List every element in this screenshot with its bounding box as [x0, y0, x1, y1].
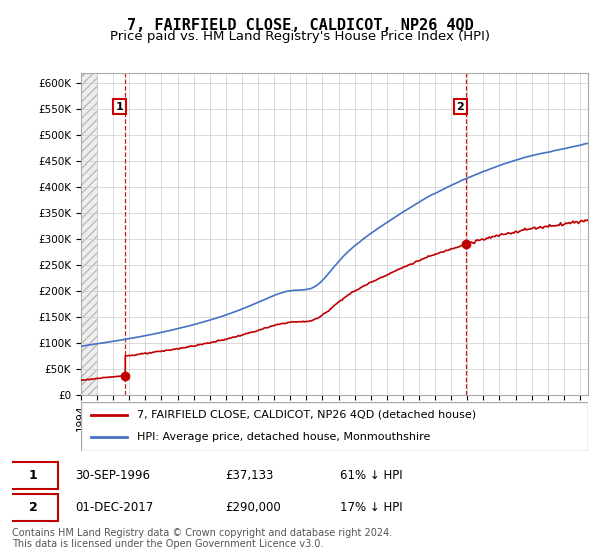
Text: HPI: Average price, detached house, Monmouthshire: HPI: Average price, detached house, Monm…	[137, 432, 430, 442]
Text: £290,000: £290,000	[225, 501, 281, 514]
Bar	[81, 73, 97, 395]
Text: Price paid vs. HM Land Registry's House Price Index (HPI): Price paid vs. HM Land Registry's House …	[110, 30, 490, 43]
FancyBboxPatch shape	[9, 462, 58, 489]
Text: 2: 2	[457, 101, 464, 111]
Text: 2: 2	[29, 501, 38, 514]
Text: Contains HM Land Registry data © Crown copyright and database right 2024.
This d: Contains HM Land Registry data © Crown c…	[12, 528, 392, 549]
Text: 61% ↓ HPI: 61% ↓ HPI	[340, 469, 403, 482]
Text: 7, FAIRFIELD CLOSE, CALDICOT, NP26 4QD (detached house): 7, FAIRFIELD CLOSE, CALDICOT, NP26 4QD (…	[137, 410, 476, 420]
Text: 17% ↓ HPI: 17% ↓ HPI	[340, 501, 403, 514]
Text: 1: 1	[116, 101, 124, 111]
FancyBboxPatch shape	[9, 494, 58, 521]
Text: 1: 1	[29, 469, 38, 482]
Text: 30-SEP-1996: 30-SEP-1996	[76, 469, 151, 482]
Text: 01-DEC-2017: 01-DEC-2017	[76, 501, 154, 514]
Text: 7, FAIRFIELD CLOSE, CALDICOT, NP26 4QD: 7, FAIRFIELD CLOSE, CALDICOT, NP26 4QD	[127, 18, 473, 33]
FancyBboxPatch shape	[81, 402, 588, 451]
Text: £37,133: £37,133	[225, 469, 274, 482]
